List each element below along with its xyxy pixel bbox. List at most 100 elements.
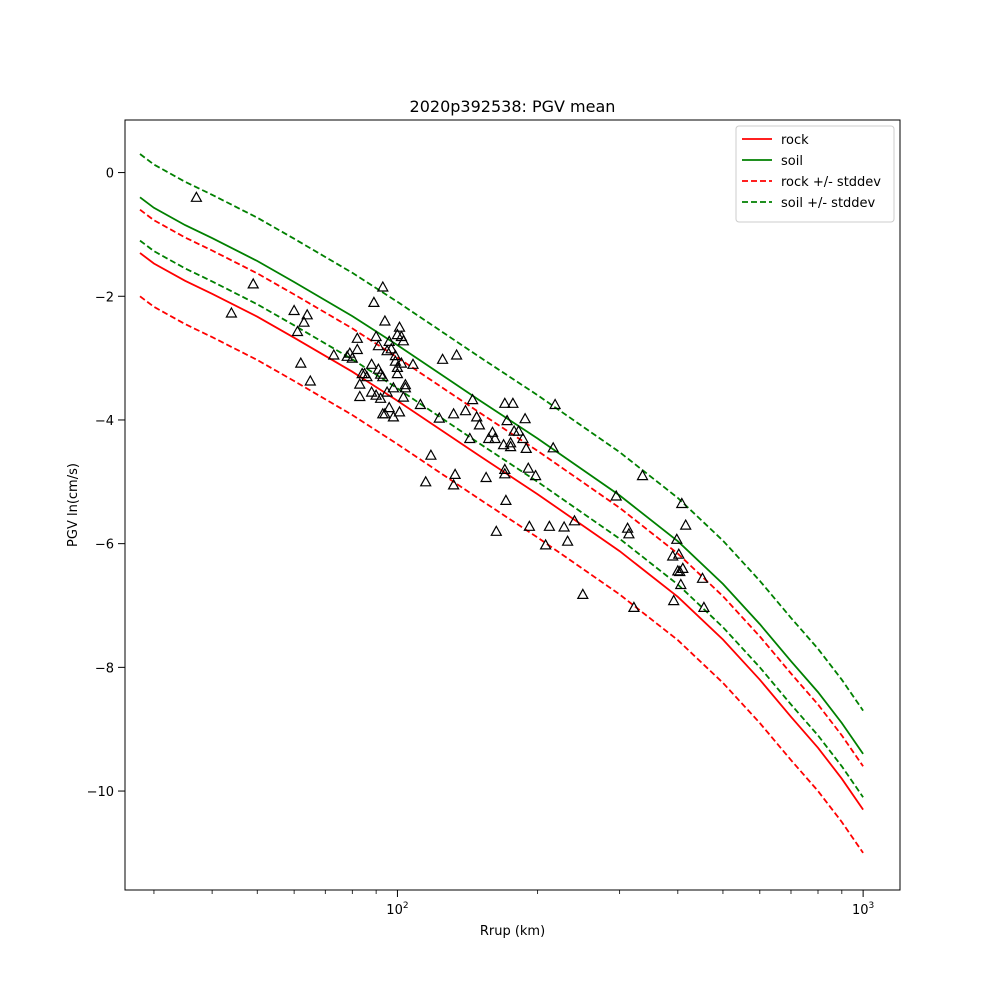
- observation-point: [459, 404, 472, 416]
- observation-point: [393, 320, 406, 332]
- curve-rock-minus-stddev: [139, 295, 864, 854]
- observation-point: [385, 342, 398, 354]
- observation-point: [433, 411, 446, 423]
- observation-point: [498, 397, 511, 408]
- observation-point: [393, 405, 406, 417]
- y-tick-label: −2: [95, 290, 114, 305]
- observation-point: [424, 448, 437, 460]
- y-axis: 0 −2 −4 −6 −8 −10: [87, 167, 125, 800]
- observation-point: [482, 432, 495, 444]
- observation-point: [301, 308, 314, 320]
- x-tick-label: 102: [386, 901, 408, 918]
- observation-point: [288, 304, 301, 316]
- observation-point: [480, 471, 493, 483]
- observation-point: [225, 306, 238, 318]
- observation-point: [383, 401, 396, 413]
- legend-box: [735, 125, 895, 223]
- legend-label: rock: [781, 133, 809, 148]
- observation-point: [341, 350, 354, 361]
- plot-frame: [124, 119, 901, 891]
- observation-point: [561, 534, 574, 546]
- observation-point: [610, 489, 623, 501]
- observation-point: [473, 418, 486, 430]
- observation-point: [547, 441, 560, 453]
- observation-point: [365, 385, 378, 397]
- x-tick-label: 103: [852, 901, 874, 918]
- observation-point: [486, 426, 499, 437]
- observation-point: [512, 424, 525, 436]
- observation-point: [376, 280, 389, 292]
- y-tick-label: 0: [106, 167, 114, 182]
- observation-point: [558, 520, 571, 532]
- observation-point: [529, 469, 542, 481]
- observation-point: [539, 538, 552, 550]
- observation-point: [463, 432, 476, 444]
- observation-point: [676, 562, 689, 574]
- observation-point: [346, 351, 359, 363]
- x-axis: 102 103: [153, 890, 874, 918]
- observation-point: [673, 565, 686, 577]
- curve-rock: [139, 252, 864, 811]
- curve-soil-minus-stddev: [139, 239, 864, 798]
- observation-point: [667, 594, 680, 606]
- observation-point: [470, 410, 483, 422]
- observations-layer: [190, 191, 710, 613]
- observation-point: [327, 348, 340, 360]
- observation-point: [360, 370, 373, 382]
- observation-point: [636, 469, 649, 481]
- observation-point: [497, 438, 510, 450]
- observation-point: [543, 520, 556, 531]
- observation-point: [391, 367, 404, 379]
- observation-point: [370, 388, 383, 400]
- observation-point: [381, 344, 394, 356]
- observation-point: [372, 339, 385, 351]
- observation-point: [370, 330, 383, 342]
- observation-point: [374, 392, 387, 403]
- observation-point: [353, 390, 366, 402]
- observation-point: [498, 463, 511, 474]
- observation-point: [351, 332, 364, 343]
- observation-point: [466, 393, 479, 405]
- observation-point: [501, 414, 514, 426]
- observation-point: [294, 356, 307, 368]
- observation-point: [397, 390, 410, 402]
- observation-point: [523, 520, 536, 531]
- observation-point: [447, 478, 460, 490]
- legend: rock soil rock +/- stddev soil +/- stddev: [735, 125, 895, 223]
- observation-point: [406, 358, 420, 369]
- y-axis-label: PGV ln(cm/s): [66, 463, 81, 547]
- observation-point: [419, 475, 432, 487]
- legend-label: rock +/- stddev: [781, 175, 881, 190]
- y-tick-label: −8: [95, 661, 114, 676]
- observation-point: [190, 191, 203, 202]
- legend-label: soil: [781, 154, 803, 169]
- observation-point: [351, 343, 364, 355]
- observation-point: [291, 325, 304, 337]
- chart-title: 2020p392538: PGV mean: [410, 97, 616, 116]
- observation-point: [504, 436, 517, 448]
- observation-point: [450, 348, 463, 360]
- observation-point: [436, 353, 449, 364]
- observation-point: [383, 335, 396, 346]
- observation-point: [504, 440, 517, 452]
- observation-point: [376, 370, 389, 382]
- observation-point: [395, 356, 408, 368]
- legend-label: soil +/- stddev: [781, 196, 876, 211]
- observation-point: [414, 398, 427, 410]
- observation-point: [490, 525, 503, 536]
- observation-point: [499, 494, 512, 505]
- y-tick-label: −4: [95, 414, 114, 429]
- observation-point: [674, 578, 687, 590]
- observation-point: [627, 601, 640, 613]
- observation-point: [679, 518, 692, 530]
- observation-point: [399, 378, 412, 390]
- observation-point: [367, 296, 380, 307]
- observation-point: [622, 527, 635, 539]
- observation-point: [247, 277, 260, 289]
- observation-point: [378, 314, 391, 326]
- observation-point: [498, 467, 511, 479]
- observation-point: [449, 468, 462, 479]
- observation-point: [670, 533, 683, 544]
- observation-point: [576, 588, 589, 600]
